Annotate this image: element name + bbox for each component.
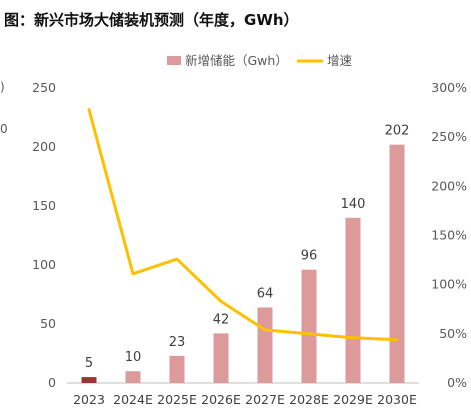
bar-value-label: 5 bbox=[85, 356, 93, 371]
bar bbox=[345, 217, 361, 383]
legend: 新增储能（Gwh） 增速 bbox=[167, 53, 353, 68]
x-axis-tick: 2028E bbox=[289, 392, 329, 407]
chart-title: 图：新兴市场大储装机预测（年度，GWh） bbox=[4, 11, 299, 29]
x-axis-ticks: 2023 2024E 2025E 2026E 2027E 2028E 2029E 2030E bbox=[73, 392, 417, 407]
x-axis-tick: 2030E bbox=[377, 392, 417, 407]
x-axis-tick: 2024E bbox=[113, 392, 153, 407]
right-axis-tick: 0% bbox=[447, 375, 467, 390]
bar-value-label: 23 bbox=[169, 335, 186, 350]
x-axis-tick: 2027E bbox=[245, 392, 285, 407]
left-axis-tick: 0 bbox=[48, 375, 56, 390]
growth-line bbox=[87, 108, 399, 342]
x-axis-tick: 2025E bbox=[157, 392, 197, 407]
right-axis-tick: 300% bbox=[431, 80, 467, 95]
left-axis-tick: 150 bbox=[32, 198, 56, 213]
left-axis-tick: 250 bbox=[32, 80, 56, 95]
legend-label-bar: 新增储能（Gwh） bbox=[185, 53, 288, 68]
bar-value-label: 96 bbox=[301, 249, 318, 264]
right-axis-tick: 250% bbox=[431, 129, 467, 144]
x-axis-tick: 2026E bbox=[201, 392, 241, 407]
bar bbox=[81, 377, 97, 383]
bar-value-label: 64 bbox=[257, 286, 274, 301]
bar bbox=[301, 269, 317, 383]
x-axis-tick: 2023 bbox=[73, 392, 105, 407]
growth-line-series bbox=[87, 108, 399, 342]
clipped-left-mark: ) bbox=[0, 80, 5, 94]
right-axis-tick: 200% bbox=[431, 178, 467, 193]
bar bbox=[389, 144, 405, 383]
bar bbox=[169, 355, 185, 383]
bar-value-label: 140 bbox=[341, 197, 366, 212]
bar bbox=[213, 333, 229, 383]
left-axis-tick: 200 bbox=[32, 139, 56, 154]
bar-value-label: 10 bbox=[125, 350, 142, 365]
bar bbox=[257, 307, 273, 383]
left-axis-tick: 50 bbox=[40, 316, 56, 331]
left-axis-tick: 100 bbox=[32, 257, 56, 272]
legend-swatch-bar bbox=[167, 56, 181, 65]
right-axis-tick: 100% bbox=[431, 277, 467, 292]
right-axis-tick: 150% bbox=[431, 228, 467, 243]
x-axis-tick: 2029E bbox=[333, 392, 373, 407]
bars: 5 10 23 42 64 96 140 202 bbox=[81, 124, 410, 383]
bar bbox=[125, 371, 141, 383]
bar-value-label: 202 bbox=[385, 124, 410, 139]
right-axis-tick: 50% bbox=[439, 326, 467, 341]
right-axis-ticks: 0% 50% 100% 150% 200% 250% 300% bbox=[431, 80, 467, 390]
clipped-left-mark: 0 bbox=[0, 122, 8, 136]
bar-value-label: 42 bbox=[213, 312, 230, 327]
legend-label-line: 增速 bbox=[327, 53, 353, 68]
left-axis-ticks: 0 50 100 150 200 250 bbox=[32, 80, 56, 390]
